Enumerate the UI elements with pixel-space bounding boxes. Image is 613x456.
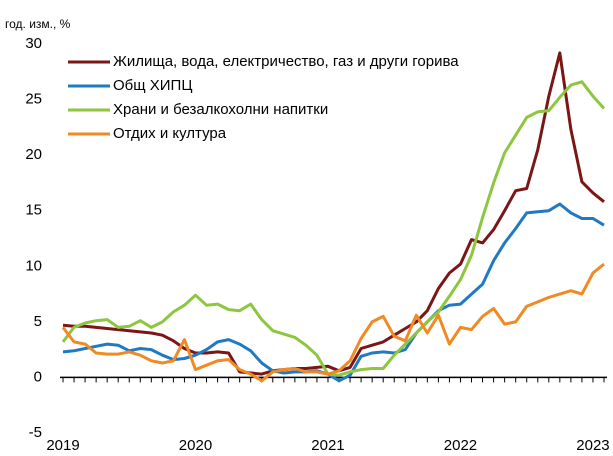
x-tick-label: 2021 xyxy=(311,437,344,454)
y-tick-label: 0 xyxy=(34,368,42,385)
series-line xyxy=(61,262,605,383)
legend-label: Общ ХИПЦ xyxy=(113,77,192,94)
y-tick-label: 5 xyxy=(34,313,42,330)
y-tick-label: -5 xyxy=(29,424,42,441)
y-axis-label: год. изм., % xyxy=(5,17,71,31)
series-line xyxy=(62,202,605,383)
x-tick-label: 2019 xyxy=(46,437,79,454)
x-tick-label: 2023 xyxy=(576,437,609,454)
legend-label: Храни и безалкохолни напитки xyxy=(113,101,328,118)
y-tick-label: 10 xyxy=(25,257,42,274)
x-tick-label: 2022 xyxy=(444,437,477,454)
legend-label: Отдих и култура xyxy=(113,125,227,142)
legend-label: Жилища, вода, електричество, газ и други… xyxy=(113,53,459,70)
x-tick-label: 2020 xyxy=(179,437,212,454)
series-line xyxy=(61,80,606,377)
y-tick-label: 20 xyxy=(25,146,42,163)
y-tick-label: 15 xyxy=(25,202,42,219)
series-line xyxy=(62,51,605,376)
y-tick-label: 30 xyxy=(25,35,42,52)
y-tick-label: 25 xyxy=(25,91,42,108)
